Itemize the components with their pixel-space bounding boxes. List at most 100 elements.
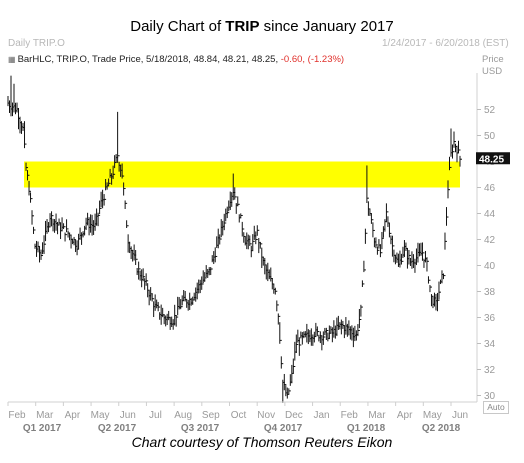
price-bar bbox=[292, 358, 296, 374]
price-bar bbox=[322, 331, 326, 345]
price-bar bbox=[126, 220, 129, 229]
price-bar bbox=[27, 170, 30, 181]
price-bar bbox=[444, 232, 447, 250]
price-bar bbox=[286, 387, 290, 399]
x-month-label: Feb bbox=[341, 410, 359, 421]
price-bar bbox=[175, 315, 179, 327]
price-bar bbox=[37, 241, 41, 253]
x-quarter-label: Q1 2017 bbox=[23, 423, 62, 434]
price-bar bbox=[385, 203, 389, 223]
x-month-label: May bbox=[91, 410, 110, 421]
price-bar bbox=[123, 182, 126, 196]
x-month-label: Jun bbox=[120, 410, 136, 421]
price-bar bbox=[436, 292, 440, 312]
price-bar bbox=[427, 276, 431, 284]
last-price-label: 48.25 bbox=[479, 154, 504, 165]
legend-change: -0.60, (-1.23%) bbox=[280, 54, 345, 65]
price-bar bbox=[31, 210, 35, 225]
price-bar bbox=[214, 247, 218, 263]
price-bar bbox=[226, 206, 230, 219]
price-bar bbox=[259, 241, 263, 249]
price-bar bbox=[51, 211, 54, 227]
price-bar bbox=[43, 235, 47, 254]
price-bar bbox=[387, 216, 390, 227]
price-bar bbox=[448, 156, 452, 171]
series-name: Daily TRIP.O bbox=[8, 38, 65, 49]
price-bar bbox=[360, 304, 363, 317]
price-bar bbox=[408, 249, 411, 265]
highlight-band bbox=[24, 161, 460, 188]
price-bar bbox=[241, 221, 245, 237]
price-bar bbox=[295, 334, 299, 353]
price-bar bbox=[264, 257, 267, 275]
price-bar bbox=[210, 267, 213, 276]
y-tick-label: 44 bbox=[484, 209, 496, 220]
price-bar bbox=[249, 235, 252, 246]
price-bar bbox=[24, 121, 27, 149]
price-bar bbox=[280, 356, 284, 369]
price-bar bbox=[204, 272, 207, 282]
x-quarter-label: Q4 2017 bbox=[264, 423, 303, 434]
price-bar bbox=[361, 280, 365, 288]
price-bar bbox=[276, 300, 279, 312]
legend: ▦ BarHLC, TRIP.O, Trade Price, 5/18/2018,… bbox=[8, 54, 344, 65]
date-range: 1/24/2017 - 6/20/2018 (EST) bbox=[382, 38, 509, 49]
price-bar bbox=[181, 295, 185, 306]
price-bar bbox=[364, 228, 368, 244]
x-quarter-label: Q3 2017 bbox=[181, 423, 220, 434]
x-month-label: Mar bbox=[36, 410, 54, 421]
price-bar bbox=[357, 324, 360, 337]
chart-caption: Chart courtesy of Thomson Reuters Eikon bbox=[131, 434, 393, 450]
x-month-label: Oct bbox=[231, 410, 247, 421]
price-bar bbox=[442, 273, 446, 280]
price-bar bbox=[363, 260, 366, 273]
price-bar bbox=[240, 213, 243, 218]
x-month-label: Apr bbox=[65, 410, 81, 421]
price-bar bbox=[234, 187, 237, 200]
price-bar bbox=[298, 337, 302, 356]
price-axis-label: Price bbox=[482, 54, 504, 65]
x-month-label: Jan bbox=[314, 410, 330, 421]
price-bar bbox=[370, 213, 374, 224]
x-quarter-label: Q1 2018 bbox=[347, 423, 386, 434]
auto-scale-button[interactable]: Auto bbox=[483, 401, 509, 414]
barhlc-icon: ▦ bbox=[8, 55, 16, 64]
price-bar bbox=[456, 145, 459, 163]
price-bar bbox=[157, 301, 161, 312]
price-bar bbox=[457, 140, 461, 153]
price-bar bbox=[124, 200, 128, 209]
price-bar bbox=[30, 192, 33, 203]
price-bar bbox=[277, 313, 281, 325]
price-bar bbox=[388, 223, 392, 238]
price-bar bbox=[142, 268, 146, 282]
price-bar bbox=[379, 244, 383, 258]
price-bar bbox=[103, 194, 107, 206]
y-tick-label: 50 bbox=[484, 131, 496, 142]
price-bar bbox=[445, 207, 449, 226]
price-bar bbox=[375, 237, 378, 249]
price-bar bbox=[73, 236, 77, 246]
price-bar bbox=[400, 253, 404, 265]
y-tick-label: 46 bbox=[484, 183, 496, 194]
y-tick-label: 40 bbox=[484, 261, 496, 272]
price-bar bbox=[274, 287, 278, 295]
y-tick-label: 38 bbox=[484, 287, 496, 298]
price-bar bbox=[117, 111, 120, 163]
currency-axis-label: USD bbox=[482, 66, 503, 77]
price-bar bbox=[429, 285, 432, 293]
price-bar bbox=[358, 308, 362, 329]
price-bar bbox=[135, 250, 138, 265]
price-bar bbox=[138, 261, 141, 280]
price-bar bbox=[108, 178, 111, 186]
price-bar bbox=[180, 299, 183, 310]
price-bar bbox=[313, 331, 317, 343]
x-month-label: Nov bbox=[257, 410, 275, 421]
y-tick-label: 30 bbox=[484, 391, 496, 402]
price-bar bbox=[184, 290, 188, 302]
price-bar bbox=[97, 212, 101, 227]
x-month-label: Jun bbox=[452, 410, 468, 421]
price-bar bbox=[421, 242, 425, 261]
price-bar bbox=[288, 388, 291, 394]
price-bar bbox=[168, 310, 171, 321]
